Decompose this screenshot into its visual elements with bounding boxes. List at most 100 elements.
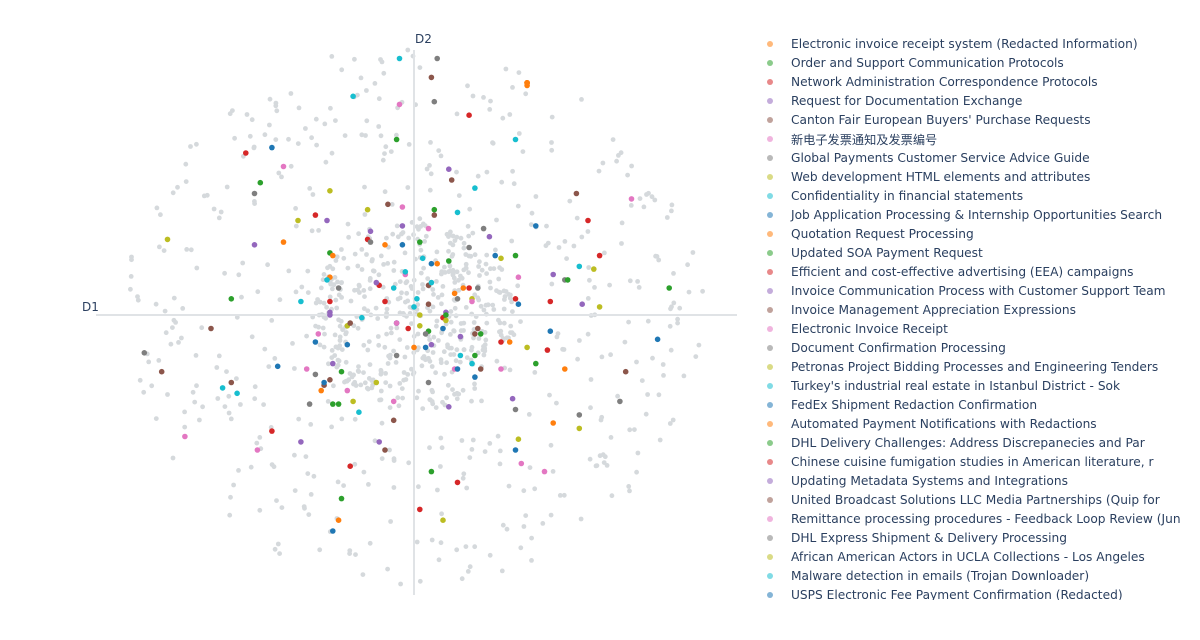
data-point[interactable] [324, 217, 330, 224]
data-point[interactable] [628, 196, 635, 202]
legend[interactable]: Electronic invoice receipt system (Redac… [762, 34, 1200, 600]
data-point[interactable] [306, 401, 313, 407]
data-point[interactable] [498, 339, 504, 345]
data-point[interactable] [396, 101, 403, 108]
series-27[interactable] [327, 188, 597, 523]
legend-item[interactable]: Confidentiality in financial statements [762, 186, 1200, 205]
data-point[interactable] [541, 468, 548, 475]
series-28[interactable] [219, 136, 519, 416]
data-point[interactable] [330, 401, 336, 407]
data-point[interactable] [411, 304, 417, 310]
series-15[interactable] [254, 196, 635, 453]
data-point[interactable] [399, 242, 406, 248]
legend-item[interactable]: Request for Documentation Exchange [762, 91, 1200, 110]
data-point[interactable] [550, 420, 556, 426]
data-point[interactable] [446, 258, 452, 264]
data-point[interactable] [454, 479, 461, 486]
data-point[interactable] [596, 304, 603, 310]
data-point[interactable] [350, 93, 356, 100]
data-point[interactable] [269, 144, 275, 151]
data-point[interactable] [434, 55, 441, 62]
series-11[interactable] [257, 179, 571, 475]
data-point[interactable] [318, 387, 325, 394]
data-point[interactable] [422, 344, 429, 351]
data-point[interactable] [617, 398, 623, 405]
data-point[interactable] [399, 204, 406, 210]
data-point[interactable] [544, 347, 551, 353]
legend-item[interactable]: Petronas Project Bidding Processes and E… [762, 357, 1200, 376]
data-point[interactable] [257, 179, 264, 186]
data-point[interactable] [335, 285, 342, 291]
data-point[interactable] [141, 350, 148, 356]
data-point[interactable] [356, 409, 362, 416]
legend-item[interactable]: Electronic invoice receipt system (Redac… [762, 34, 1200, 53]
data-point[interactable] [509, 395, 516, 402]
data-point[interactable] [396, 55, 403, 62]
legend-item[interactable]: Turkey's industrial real estate in Istan… [762, 376, 1200, 395]
series-10[interactable] [327, 242, 568, 372]
data-point[interactable] [219, 385, 226, 391]
series-16[interactable] [312, 55, 583, 418]
data-point[interactable] [390, 398, 397, 405]
data-point[interactable] [376, 439, 383, 445]
data-point[interactable] [515, 301, 522, 308]
data-point[interactable] [399, 223, 406, 229]
series-8[interactable] [298, 93, 583, 305]
legend-item[interactable]: Remittance processing procedures - Feedb… [762, 509, 1200, 528]
data-point[interactable] [330, 528, 336, 534]
data-point[interactable] [622, 368, 629, 375]
data-point[interactable] [373, 279, 380, 286]
data-point[interactable] [425, 225, 432, 232]
data-point[interactable] [393, 320, 400, 326]
legend-item[interactable]: Job Application Processing & Internship … [762, 205, 1200, 224]
data-point[interactable] [533, 223, 539, 229]
data-point[interactable] [431, 212, 438, 218]
series-2[interactable] [243, 112, 603, 486]
data-point[interactable] [472, 352, 478, 359]
data-point[interactable] [454, 209, 461, 216]
data-point[interactable] [428, 468, 435, 475]
data-point[interactable] [475, 325, 481, 332]
legend-item[interactable]: Canton Fair European Buyers' Purchase Re… [762, 110, 1200, 129]
data-point[interactable] [512, 296, 519, 302]
legend-item[interactable]: Updating Metadata Systems and Integratio… [762, 471, 1200, 490]
data-point[interactable] [460, 285, 467, 291]
data-point[interactable] [280, 239, 287, 245]
data-point[interactable] [208, 325, 214, 332]
data-point[interactable] [451, 290, 458, 297]
legend-item[interactable]: Chinese cuisine fumigation studies in Am… [762, 452, 1200, 471]
data-point[interactable] [338, 368, 345, 375]
data-point[interactable] [457, 333, 464, 340]
data-point[interactable] [654, 336, 661, 343]
data-point[interactable] [347, 463, 354, 470]
legend-item[interactable]: DHL Delivery Challenges: Address Discrep… [762, 433, 1200, 452]
data-point[interactable] [312, 212, 319, 218]
data-point[interactable] [431, 98, 438, 105]
series-22[interactable] [312, 212, 551, 513]
data-point[interactable] [315, 331, 322, 337]
data-point[interactable] [405, 325, 412, 332]
data-point[interactable] [466, 112, 472, 118]
series-14[interactable] [228, 212, 629, 386]
data-point[interactable] [469, 298, 475, 305]
series-6[interactable] [251, 98, 568, 407]
data-point[interactable] [402, 269, 409, 275]
data-point[interactable] [251, 242, 258, 248]
data-point[interactable] [440, 325, 446, 332]
data-point[interactable] [327, 188, 333, 194]
series-20[interactable] [318, 252, 556, 523]
data-point[interactable] [158, 368, 165, 375]
data-point[interactable] [512, 136, 519, 143]
data-point[interactable] [382, 298, 388, 305]
legend-item[interactable]: 新电子发票通知及发票编号 [762, 129, 1200, 148]
data-point[interactable] [274, 363, 281, 370]
data-point[interactable] [573, 190, 580, 197]
series-29[interactable] [269, 144, 661, 372]
legend-item[interactable]: Invoice Communication Process with Custo… [762, 281, 1200, 300]
data-point[interactable] [425, 379, 432, 386]
data-point[interactable] [327, 377, 333, 383]
data-point[interactable] [469, 360, 475, 367]
legend-item[interactable]: Updated SOA Payment Request [762, 243, 1200, 262]
data-point[interactable] [385, 201, 391, 208]
legend-item[interactable]: Document Confirmation Processing [762, 338, 1200, 357]
